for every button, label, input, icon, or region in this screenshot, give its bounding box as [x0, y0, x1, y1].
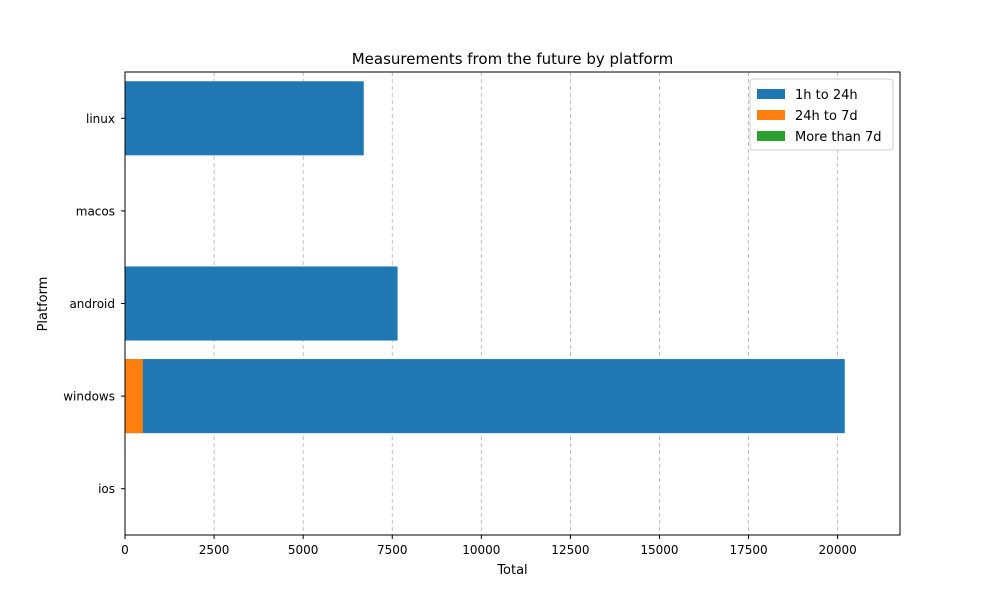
legend-swatch	[757, 110, 785, 120]
y-tick-label: android	[69, 297, 115, 311]
x-tick-label: 2500	[199, 543, 230, 557]
y-tick-label: ios	[98, 482, 115, 496]
bars	[125, 81, 845, 434]
legend: 1h to 24h 24h to 7d More than 7d	[749, 78, 894, 151]
bar-windows-series-0	[125, 359, 845, 434]
x-tick-label: 10000	[462, 543, 500, 557]
y-axis-ticks: linux macos android windows ios	[63, 112, 125, 496]
legend-label: More than 7d	[795, 130, 882, 145]
x-tick-label: 0	[121, 543, 129, 557]
x-axis-ticks: 0 2500 5000 7500 10000 12500 15000 17500 20000	[121, 535, 857, 557]
legend-label: 1h to 24h	[795, 88, 858, 103]
x-axis-label: Total	[496, 563, 527, 578]
x-tick-label: 7500	[377, 543, 408, 557]
x-tick-label: 17500	[729, 543, 767, 557]
y-tick-label: macos	[76, 204, 115, 218]
bar-android-series-0	[125, 266, 398, 341]
bar-linux-series-0	[125, 81, 364, 156]
legend-label: 24h to 7d	[795, 109, 858, 124]
y-axis-label: Platform	[36, 277, 51, 332]
legend-swatch	[757, 89, 785, 99]
x-tick-label: 15000	[640, 543, 678, 557]
y-tick-label: linux	[86, 112, 115, 126]
x-tick-label: 20000	[819, 543, 857, 557]
legend-box	[749, 78, 894, 151]
legend-swatch	[757, 131, 785, 141]
y-tick-label: windows	[63, 390, 115, 404]
x-tick-label: 5000	[288, 543, 319, 557]
bar-windows-series-1	[125, 359, 143, 434]
chart-title: Measurements from the future by platform	[352, 50, 674, 68]
x-tick-label: 12500	[551, 543, 589, 557]
